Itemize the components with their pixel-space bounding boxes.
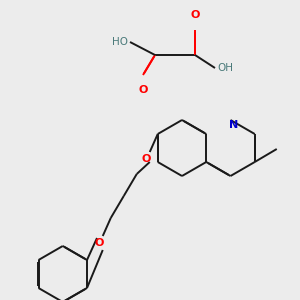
Text: O: O (138, 85, 148, 95)
Text: O: O (94, 238, 104, 248)
Text: O: O (190, 10, 200, 20)
Text: N: N (229, 120, 238, 130)
Text: HO: HO (112, 37, 128, 47)
Text: OH: OH (217, 63, 233, 73)
Text: O: O (141, 154, 150, 164)
